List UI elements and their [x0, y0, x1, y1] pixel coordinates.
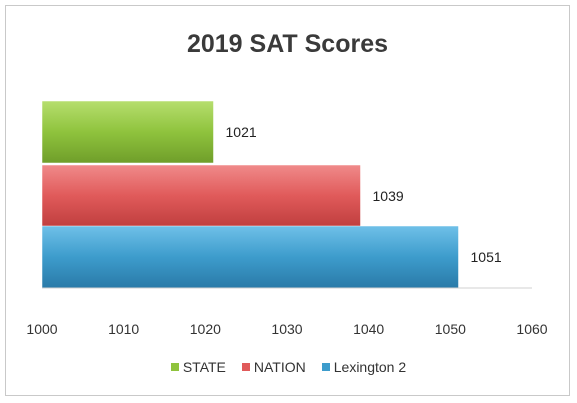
bar-state	[41, 100, 214, 164]
legend-item: STATE	[170, 359, 226, 375]
chart-title: 2019 SAT Scores	[186, 30, 389, 58]
legend-swatch	[170, 363, 179, 371]
data-label: 1021	[226, 124, 257, 140]
bar-nation	[41, 164, 361, 228]
legend-label: NATION	[253, 359, 306, 375]
x-tick-label: 1030	[271, 321, 302, 337]
bar-lexington-2	[41, 225, 459, 289]
legend-label: Lexington 2	[333, 359, 407, 375]
legend-swatch	[241, 363, 250, 371]
legend-label: STATE	[182, 359, 226, 375]
x-tick-label: 1040	[353, 321, 384, 337]
x-tick-label: 1010	[108, 321, 139, 337]
x-tick-label: 1000	[26, 321, 57, 337]
legend: STATE NATION Lexington 2	[0, 359, 577, 375]
legend-swatch	[321, 363, 330, 371]
data-label: 1051	[471, 249, 502, 265]
legend-item: NATION	[241, 359, 306, 375]
legend-item: Lexington 2	[321, 359, 407, 375]
x-tick-label: 1050	[435, 321, 466, 337]
x-tick-label: 1020	[190, 321, 221, 337]
data-label: 1039	[373, 188, 404, 204]
x-tick-label: 1060	[516, 321, 547, 337]
